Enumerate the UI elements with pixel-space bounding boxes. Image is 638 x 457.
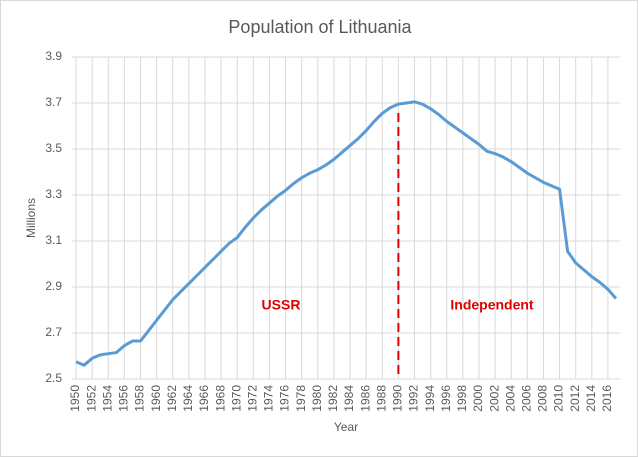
x-tick-label: 1956 [117,385,131,412]
x-tick-label: 1978 [294,385,308,412]
x-tick-label: 1982 [326,385,340,412]
chart-title: Population of Lithuania [228,17,412,37]
y-tick-label: 3.1 [45,233,62,247]
x-tick-label: 1958 [133,385,147,412]
x-tick-label: 1976 [278,385,292,412]
x-tick-label: 1964 [181,385,195,412]
annotation: Independent [450,297,534,313]
x-tick-label: 1972 [245,385,259,412]
x-tick-label: 1954 [100,385,114,412]
x-tick-label: 1996 [439,385,453,412]
x-tick-label: 1970 [229,385,243,412]
x-tick-label: 1988 [374,385,388,412]
x-tick-label: 2010 [552,385,566,412]
annotation: USSR [262,297,301,313]
x-tick-label: 2006 [519,385,533,412]
x-tick-label: 1966 [197,385,211,412]
x-tick-label: 1984 [342,385,356,412]
x-tick-label: 1952 [84,385,98,412]
y-tick-label: 3.9 [45,49,62,63]
x-tick-label: 1968 [213,385,227,412]
x-tick-label: 1974 [262,385,276,412]
y-tick-label: 2.9 [45,279,62,293]
x-tick-label: 2014 [584,385,598,412]
x-tick-label: 2012 [568,385,582,412]
y-tick-label: 2.5 [45,371,62,385]
x-tick-label: 1992 [407,385,421,412]
y-tick-label: 3.3 [45,187,62,201]
y-tick-label: 2.7 [45,325,62,339]
x-tick-label: 1980 [310,385,324,412]
x-tick-label: 1960 [149,385,163,412]
x-tick-label: 2000 [471,385,485,412]
data-line [75,100,618,367]
x-tick-label: 2002 [487,385,501,412]
x-axis-label: Year [334,420,358,434]
y-tick-label: 3.5 [45,141,62,155]
x-tick-label: 1950 [68,385,82,412]
x-tick-label: 1962 [165,385,179,412]
x-tick-label: 2004 [503,385,517,412]
x-tick-label: 1986 [358,385,372,412]
y-tick-label: 3.7 [45,95,62,109]
x-tick-label: 2008 [536,385,550,412]
x-tick-label: 1998 [455,385,469,412]
x-tick-label: 1990 [391,385,405,412]
y-axis-label: Millions [24,198,38,238]
x-tick-label: 1994 [423,385,437,412]
x-tick-label: 2016 [600,385,614,412]
